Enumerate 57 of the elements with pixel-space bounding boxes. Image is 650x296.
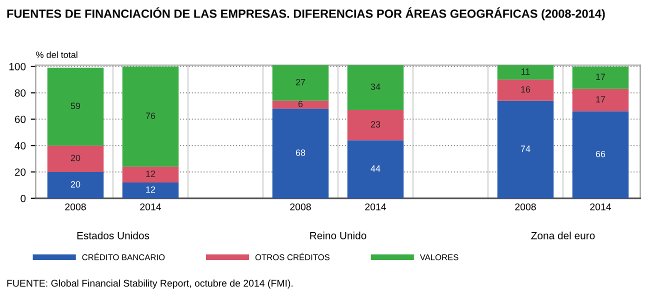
bar: [47, 172, 104, 198]
data-label: 66: [596, 150, 606, 158]
text: Estados Unidos: [77, 232, 150, 240]
bar: [572, 88, 629, 112]
legend-label: OTROS CRÉDITOS: [255, 252, 330, 260]
data-label: 6: [298, 100, 303, 108]
bar: [122, 66, 179, 167]
text: Reino Unido: [310, 232, 366, 240]
y-tick-label: 20: [14, 168, 26, 176]
data-label: 23: [370, 121, 380, 128]
bar: [272, 100, 329, 109]
y-tick-label: 80: [14, 89, 26, 97]
data-label: 34: [370, 84, 380, 90]
data-label: 17: [596, 96, 606, 102]
bar: [572, 111, 629, 198]
bar: [497, 100, 554, 198]
data-label: 44: [370, 165, 380, 172]
data-label: 68: [296, 150, 306, 156]
bar: [122, 182, 179, 198]
bar: [47, 146, 104, 172]
bar: [272, 108, 329, 198]
x-tick-label: 2008: [65, 203, 86, 210]
x-tick-label: 2008: [515, 203, 536, 210]
data-label: 12: [146, 186, 156, 193]
bar: [347, 65, 404, 110]
y-tick-label: 100: [9, 62, 26, 70]
legend-label: VALORES: [420, 254, 458, 260]
data-label: 74: [520, 146, 530, 152]
data-label: 59: [70, 102, 80, 110]
data-label: 17: [596, 74, 606, 80]
x-tick-label: 2014: [590, 203, 612, 210]
source-note: FUENTE: Global Financial Stability Report, octubre de 2014 (FMI).: [7, 280, 293, 289]
bar: [47, 68, 104, 146]
y-axis-title: % del total: [36, 51, 78, 58]
bar: [497, 65, 554, 80]
bar: [497, 80, 554, 101]
data-label: 11: [522, 68, 530, 75]
bar: [347, 140, 404, 198]
x-tick-label: 2014: [365, 203, 386, 210]
y-tick-label: 60: [14, 116, 26, 124]
data-label: 20: [70, 154, 80, 162]
data-label: 27: [296, 78, 306, 86]
x-tick-label: 2014: [140, 203, 162, 210]
data-label: 76: [146, 112, 156, 119]
data-label: 20: [70, 181, 80, 188]
bar: [122, 166, 179, 182]
bar: [272, 65, 329, 101]
y-tick-label: 0: [20, 194, 26, 202]
bar: [347, 110, 404, 140]
legend-label: CRÉDITO BANCARIO: [82, 252, 165, 260]
chart-title: FUENTES DE FINANCIACIÓN DE LAS EMPRESAS. DIFERENCIAS POR ÁREAS GEOGRÁFICAS (2008-2014): [7, 7, 605, 20]
data-label: 12: [146, 170, 156, 177]
data-label: 16: [521, 86, 530, 93]
bar: [572, 66, 629, 89]
x-tick-label: 2008: [290, 203, 311, 210]
y-tick-label: 40: [14, 142, 26, 150]
text: Zona del euro: [531, 232, 595, 240]
